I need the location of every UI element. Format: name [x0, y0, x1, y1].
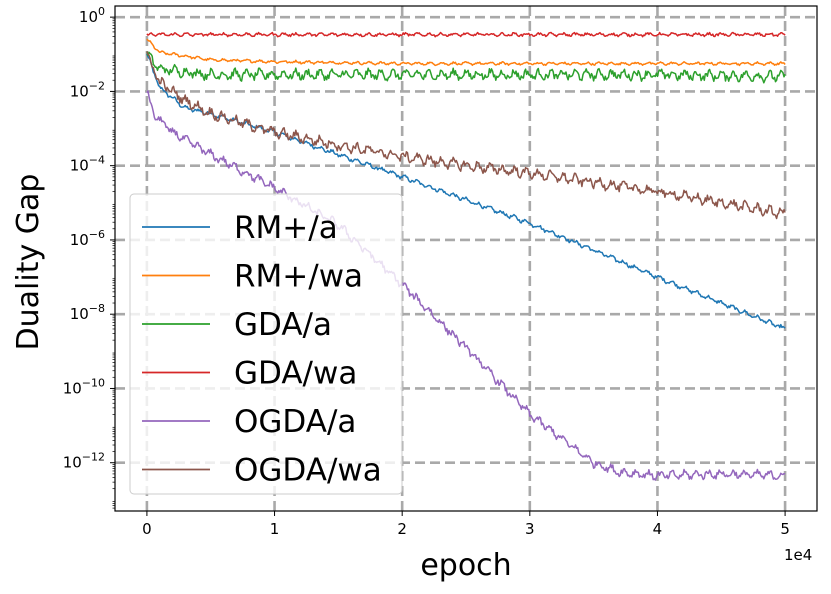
y-axis-ticks: 100 10−2 10−4 10−6 10−8 10−10 10−12: [63, 5, 115, 509]
x-tick-label: 5: [780, 520, 790, 538]
x-offset-label: 1e4: [784, 546, 812, 564]
legend: RM+/a RM+/wa GDA/a GDA/wa OGDA/a OGDA/wa: [129, 193, 403, 495]
y-tick-label: 100: [79, 5, 105, 26]
x-tick-label: 2: [397, 520, 407, 538]
x-axis-label: epoch: [420, 548, 511, 583]
x-axis-ticks: 0 1 2 3 4 5: [142, 511, 790, 538]
x-tick-label: 3: [525, 520, 535, 538]
y-tick-label: 10−6: [70, 228, 105, 249]
series-line-ogda-a: [146, 90, 786, 481]
y-tick-label: 10−12: [63, 451, 105, 472]
y-tick-label: 10−8: [70, 302, 105, 323]
legend-label: OGDA/a: [234, 404, 356, 440]
y-axis-label: Duality Gap: [11, 174, 46, 351]
legend-label: GDA/wa: [234, 356, 357, 392]
grid-lines: [115, 6, 817, 511]
series-lines: [146, 31, 786, 481]
legend-label: GDA/a: [234, 307, 332, 343]
series-line-gda-a: [146, 51, 786, 84]
y-tick-label: 10−4: [70, 154, 105, 175]
legend-label: RM+/a: [234, 210, 338, 246]
legend-label: OGDA/wa: [234, 453, 382, 489]
x-tick-label: 1: [270, 520, 280, 538]
x-tick-label: 4: [653, 520, 663, 538]
series-line-ogda-wa: [146, 51, 786, 220]
series-line-rm-a: [146, 53, 786, 329]
y-tick-label: 10−10: [63, 376, 105, 397]
legend-label: RM+/wa: [234, 259, 363, 295]
series-line-gda-wa: [146, 31, 786, 38]
series-line-rm-wa: [146, 38, 786, 67]
x-tick-label: 0: [142, 520, 152, 538]
legend-box: [129, 193, 403, 495]
plot-frame: [114, 5, 818, 512]
y-tick-label: 10−2: [70, 79, 105, 100]
